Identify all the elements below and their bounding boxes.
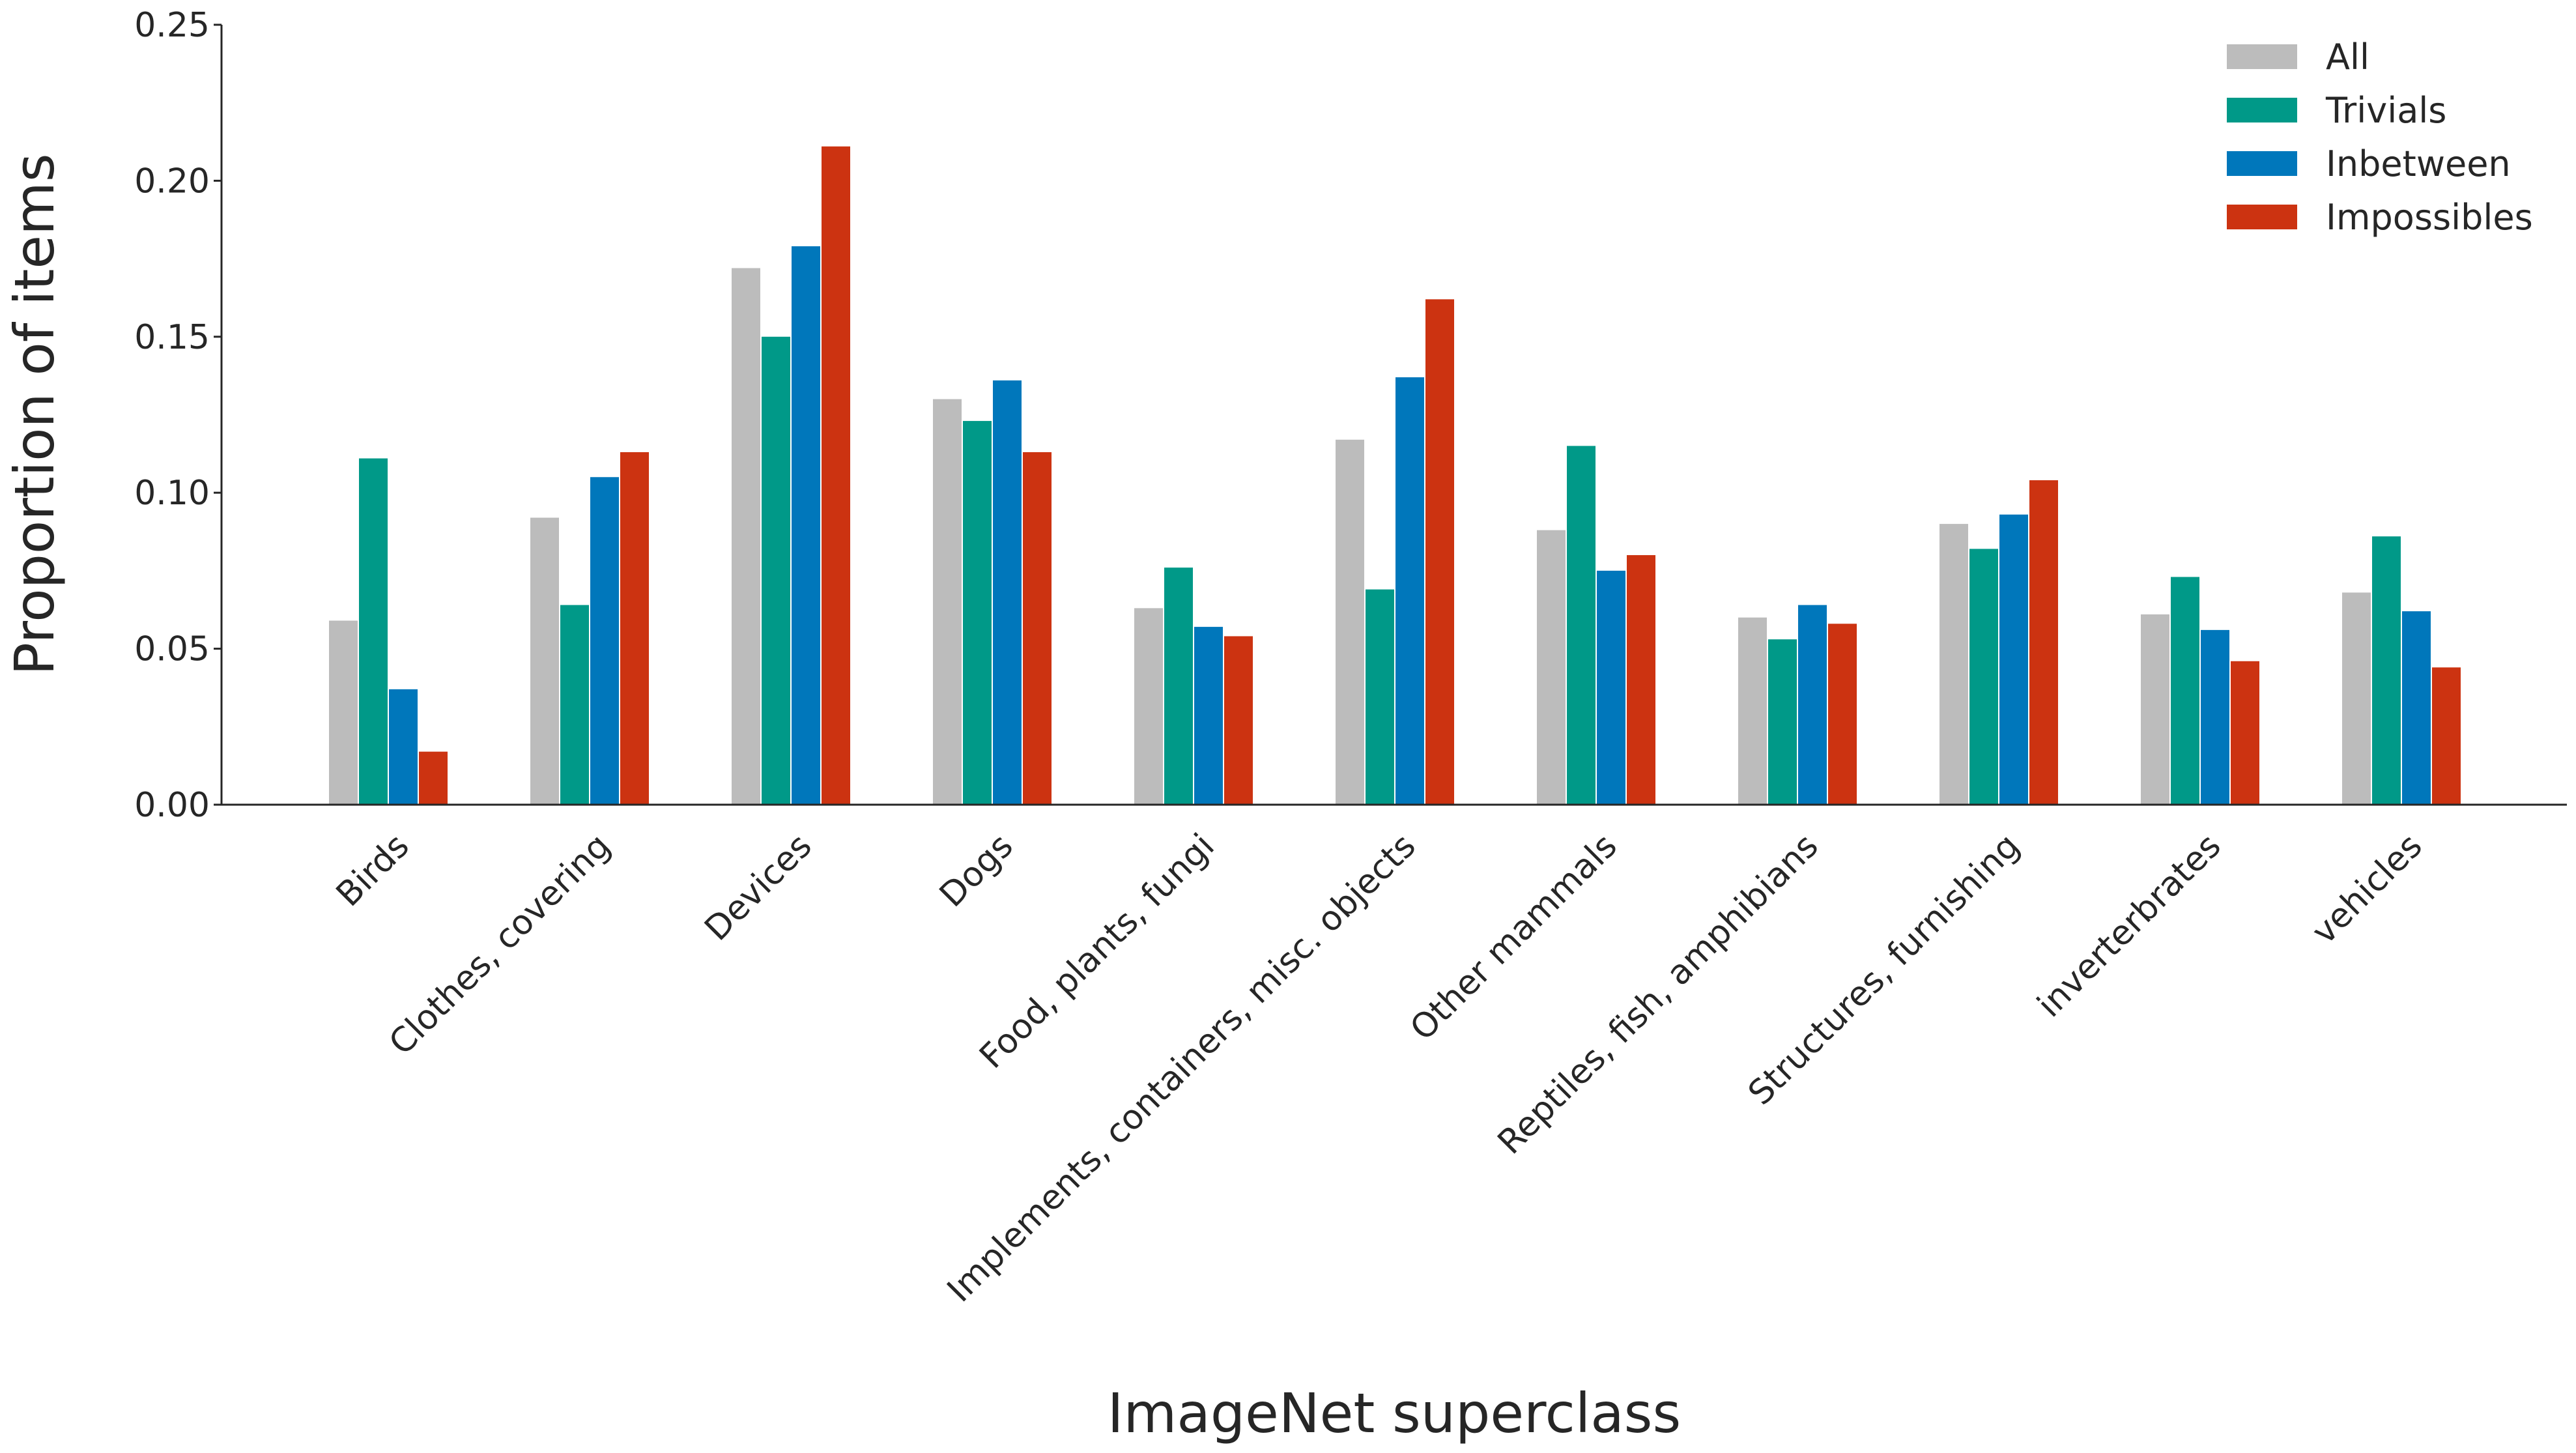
- legend-label-trivials: Trivials: [2325, 90, 2446, 131]
- x-tick-label: Reptiles, fish, amphibians: [1491, 826, 1826, 1162]
- legend: All Trivials Inbetween Impossibles: [2227, 36, 2533, 238]
- bar-all-10: [2342, 592, 2371, 805]
- x-tick-label: Birds: [329, 826, 417, 914]
- bar-inbetween-3: [993, 380, 1022, 805]
- bar-impossibles-2: [822, 146, 850, 805]
- bar-inbetween-9: [2201, 629, 2229, 805]
- bar-all-7: [1738, 617, 1767, 805]
- bar-impossibles-1: [620, 452, 649, 805]
- y-tick-label: 0.25: [134, 6, 210, 45]
- bar-trivials-7: [1768, 639, 1797, 805]
- bar-inbetween-4: [1194, 627, 1223, 805]
- x-tick-label: Implements, containers, misc. objects: [940, 826, 1424, 1310]
- bar-trivials-0: [359, 458, 388, 805]
- bar-trivials-6: [1567, 446, 1596, 805]
- bar-inbetween-8: [1999, 514, 2028, 805]
- bar-all-3: [933, 399, 962, 805]
- bar-trivials-4: [1164, 568, 1193, 805]
- bar-impossibles-3: [1023, 452, 1052, 805]
- y-axis-ticks: 0.00 0.05 0.10 0.15 0.20 0.25: [134, 6, 222, 825]
- y-tick-label: 0.05: [134, 630, 210, 669]
- y-tick-label: 0.10: [134, 474, 210, 513]
- bar-inbetween-2: [792, 246, 820, 805]
- x-tick-label: Devices: [697, 826, 819, 948]
- bar-trivials-1: [560, 605, 589, 805]
- bars-group: [329, 146, 2461, 805]
- bar-impossibles-7: [1828, 624, 1857, 805]
- legend-label-all: All: [2326, 36, 2369, 78]
- bar-impossibles-9: [2231, 661, 2259, 805]
- bar-trivials-3: [963, 421, 992, 805]
- bar-impossibles-0: [419, 751, 448, 805]
- bar-trivials-8: [1969, 549, 1998, 805]
- bar-impossibles-5: [1425, 299, 1454, 805]
- bar-inbetween-10: [2402, 611, 2431, 805]
- legend-swatch-all: [2227, 44, 2297, 69]
- x-tick-label: Dogs: [932, 826, 1021, 915]
- legend-swatch-impossibles: [2227, 205, 2297, 229]
- legend-swatch-inbetween: [2227, 151, 2297, 176]
- bar-all-1: [530, 517, 559, 805]
- bar-all-4: [1134, 608, 1163, 805]
- bar-impossibles-10: [2432, 667, 2461, 805]
- y-axis-title: Proportion of items: [3, 153, 66, 675]
- legend-swatch-trivials: [2227, 98, 2297, 122]
- bar-all-9: [2141, 614, 2169, 805]
- bar-inbetween-7: [1798, 605, 1827, 805]
- legend-label-inbetween: Inbetween: [2326, 143, 2511, 184]
- bar-impossibles-4: [1224, 636, 1253, 805]
- bar-trivials-9: [2171, 577, 2199, 805]
- bar-inbetween-1: [590, 477, 619, 805]
- bar-trivials-2: [762, 336, 790, 805]
- bar-all-2: [732, 268, 760, 805]
- bar-trivials-5: [1366, 589, 1394, 805]
- legend-label-impossibles: Impossibles: [2326, 197, 2533, 238]
- bar-all-6: [1537, 530, 1566, 805]
- bar-all-8: [1939, 524, 1968, 805]
- bar-inbetween-0: [389, 689, 418, 805]
- x-tick-label: Clothes, covering: [382, 826, 618, 1063]
- bar-all-5: [1336, 439, 1364, 805]
- y-tick-label: 0.15: [134, 318, 210, 357]
- bar-all-0: [329, 620, 358, 805]
- y-tick-label: 0.00: [134, 786, 210, 825]
- bar-inbetween-6: [1597, 570, 1625, 805]
- bar-impossibles-8: [2029, 480, 2058, 805]
- x-tick-label: Other mammals: [1403, 826, 1624, 1048]
- bar-inbetween-5: [1395, 377, 1424, 805]
- bar-trivials-10: [2372, 536, 2401, 805]
- y-tick-label: 0.20: [134, 162, 210, 201]
- x-axis-title: ImageNet superclass: [1108, 1381, 1681, 1445]
- x-tick-label: vehicles: [2304, 826, 2430, 952]
- bar-impossibles-6: [1627, 554, 1655, 805]
- x-tick-label: inverterbrates: [2030, 826, 2229, 1025]
